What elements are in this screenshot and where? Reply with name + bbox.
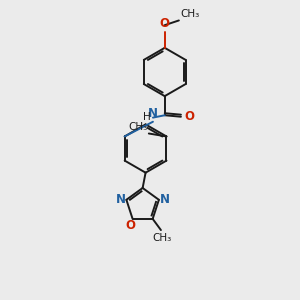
Text: N: N (160, 193, 170, 206)
Text: N: N (148, 107, 158, 120)
Text: O: O (125, 219, 135, 232)
Text: CH₃: CH₃ (128, 122, 147, 132)
Text: O: O (160, 17, 170, 31)
Text: CH₃: CH₃ (180, 9, 200, 19)
Text: CH₃: CH₃ (153, 233, 172, 243)
Text: N: N (116, 193, 125, 206)
Text: H: H (142, 112, 150, 122)
Text: O: O (184, 110, 194, 123)
